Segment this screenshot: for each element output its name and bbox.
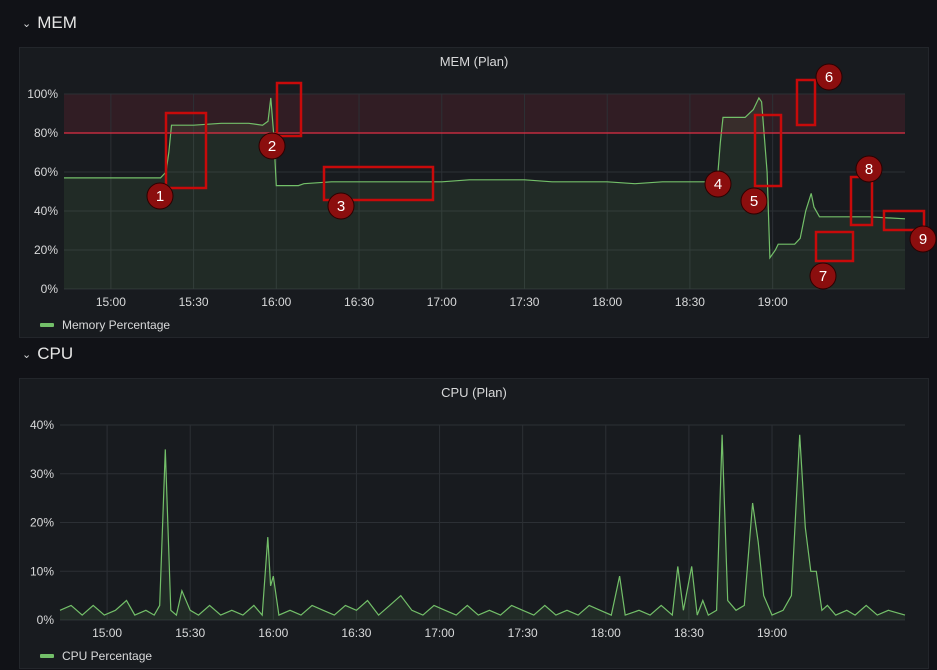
x-tick-label: 17:00 — [425, 626, 455, 640]
x-tick-label: 15:00 — [96, 295, 126, 309]
y-tick-label: 30% — [30, 467, 54, 481]
x-tick-label: 16:30 — [344, 295, 374, 309]
series-line[interactable] — [59, 434, 906, 617]
legend-label: Memory Percentage — [62, 318, 171, 332]
y-tick-label: 10% — [30, 564, 54, 578]
y-tick-label: 40% — [34, 204, 58, 218]
x-tick-label: 15:30 — [175, 626, 205, 640]
mem-panel: MEM (Plan) 0% 20% 40% 60% 80% 100% 15:00 15:30 1… — [19, 47, 929, 338]
mem-chart[interactable]: 0% 20% 40% 60% 80% 100% 15:00 15:30 16:00 16:30 17… — [20, 48, 930, 339]
x-tick-label: 17:30 — [508, 626, 538, 640]
x-tick-label: 15:00 — [92, 626, 122, 640]
chevron-down-icon: ⌄ — [22, 17, 32, 30]
x-tick-label: 16:00 — [258, 626, 288, 640]
panel-title[interactable]: CPU (Plan) — [441, 385, 507, 400]
row-title: CPU — [37, 344, 74, 363]
x-tick-label: 18:30 — [675, 295, 705, 309]
panel-title[interactable]: MEM (Plan) — [439, 54, 509, 69]
y-tick-label: 40% — [30, 418, 54, 432]
y-tick-label: 20% — [34, 243, 58, 257]
y-tick-label: 100% — [27, 87, 58, 101]
x-tick-label: 16:30 — [341, 626, 371, 640]
y-tick-label: 80% — [34, 126, 58, 140]
x-tick-label: 15:30 — [179, 295, 209, 309]
cpu-panel: CPU (Plan) 0% 10% 20% 30% 40% 15:00 15:30 16:00… — [19, 378, 929, 669]
y-tick-label: 20% — [30, 516, 54, 530]
x-tick-label: 19:00 — [757, 626, 787, 640]
row-header-mem[interactable]: ⌄ MEM — [22, 12, 77, 34]
x-tick-label: 19:00 — [758, 295, 788, 309]
x-tick-label: 18:00 — [591, 626, 621, 640]
legend-swatch — [40, 323, 54, 327]
legend-item[interactable]: Memory Percentage — [40, 318, 170, 332]
x-tick-label: 18:00 — [592, 295, 622, 309]
x-tick-label: 16:00 — [261, 295, 291, 309]
x-tick-label: 17:30 — [509, 295, 539, 309]
row-title: MEM — [37, 13, 77, 32]
y-tick-label: 0% — [37, 613, 55, 627]
legend-swatch — [40, 654, 54, 658]
legend-label: CPU Percentage — [62, 649, 153, 663]
y-tick-label: 0% — [41, 282, 59, 296]
legend-item[interactable]: CPU Percentage — [40, 649, 152, 663]
x-tick-label: 17:00 — [427, 295, 457, 309]
series-area — [60, 434, 905, 620]
chevron-down-icon: ⌄ — [22, 348, 32, 361]
cpu-chart[interactable]: 0% 10% 20% 30% 40% 15:00 15:30 16:00 16:30 17:00 1… — [20, 379, 930, 670]
x-tick-label: 18:30 — [674, 626, 704, 640]
y-tick-label: 60% — [34, 165, 58, 179]
row-header-cpu[interactable]: ⌄ CPU — [22, 343, 73, 365]
series-line[interactable] — [64, 96, 906, 260]
